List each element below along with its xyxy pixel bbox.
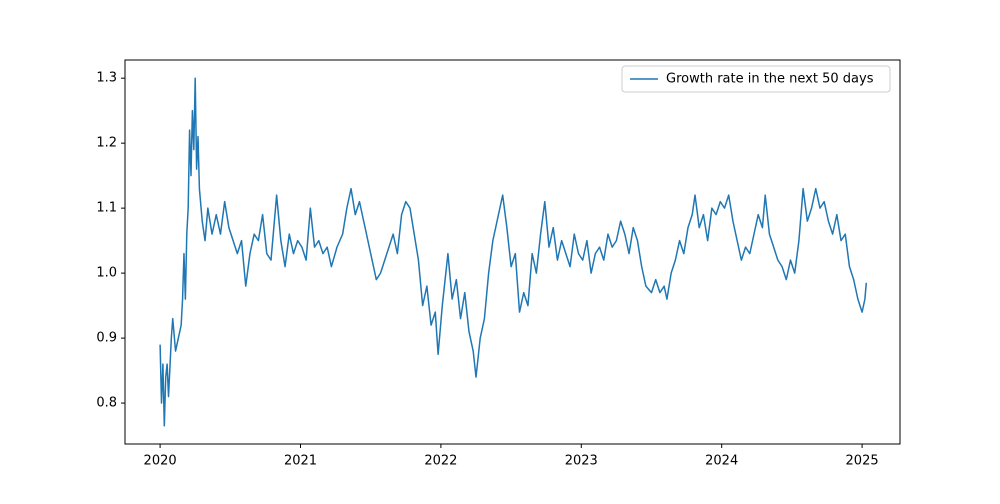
y-tick-label: 1.0 xyxy=(96,266,117,281)
x-tick-label: 2020 xyxy=(144,454,177,469)
x-tick-label: 2022 xyxy=(424,454,457,469)
x-tick-label: 2023 xyxy=(565,454,598,469)
y-tick-label: 0.9 xyxy=(96,331,117,346)
series-line xyxy=(159,77,868,427)
y-tick-label: 0.8 xyxy=(96,396,117,411)
y-tick-label: 1.3 xyxy=(96,71,117,86)
x-tick-label: 2021 xyxy=(284,454,317,469)
legend-label: Growth rate in the next 50 days xyxy=(666,72,874,87)
y-tick-label: 1.2 xyxy=(96,136,117,151)
plot-frame xyxy=(124,59,901,445)
legend-box xyxy=(621,65,891,93)
x-tick-label: 2024 xyxy=(705,454,738,469)
x-tick-label: 2025 xyxy=(846,454,879,469)
y-tick-label: 1.1 xyxy=(96,201,117,216)
